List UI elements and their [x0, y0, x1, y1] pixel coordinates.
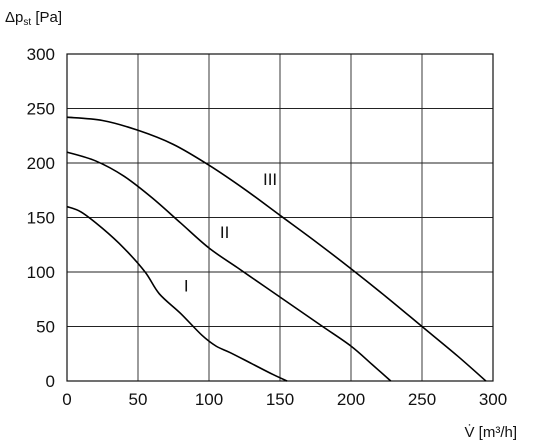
grid	[67, 54, 493, 381]
y-tick-label: 0	[46, 372, 55, 391]
x-tick-label: 200	[337, 390, 365, 409]
y-tick-label: 200	[27, 154, 55, 173]
y-tick-label: 250	[27, 100, 55, 119]
series-line-i	[66, 205, 288, 382]
y-axis-title: Δpst [Pa]	[5, 9, 62, 28]
series-line-iii	[66, 116, 487, 382]
plot-area	[66, 53, 494, 382]
series-lines	[66, 116, 487, 382]
x-tick-label: 50	[129, 390, 148, 409]
x-tick-label: 300	[479, 390, 507, 409]
y-tick-label: 300	[27, 45, 55, 64]
x-tick-label: 0	[62, 390, 71, 409]
y-tick-label: 100	[27, 263, 55, 282]
x-tick-label: 250	[408, 390, 436, 409]
y-tick-label: 50	[36, 318, 55, 337]
x-axis-ticks: 0 50 100 150 200 250 300	[62, 390, 507, 409]
y-tick-label: 150	[27, 209, 55, 228]
x-tick-label: 100	[195, 390, 223, 409]
series-line-ii	[66, 151, 392, 382]
curve-label-ii: II	[220, 223, 229, 242]
x-tick-label: 150	[266, 390, 294, 409]
x-axis-title: V̇ [m³/h]	[464, 424, 517, 441]
curve-label-i: I	[184, 277, 189, 296]
y-axis-ticks: 0 50 100 150 200 250 300	[27, 45, 55, 391]
curve-label-iii: III	[263, 170, 277, 189]
